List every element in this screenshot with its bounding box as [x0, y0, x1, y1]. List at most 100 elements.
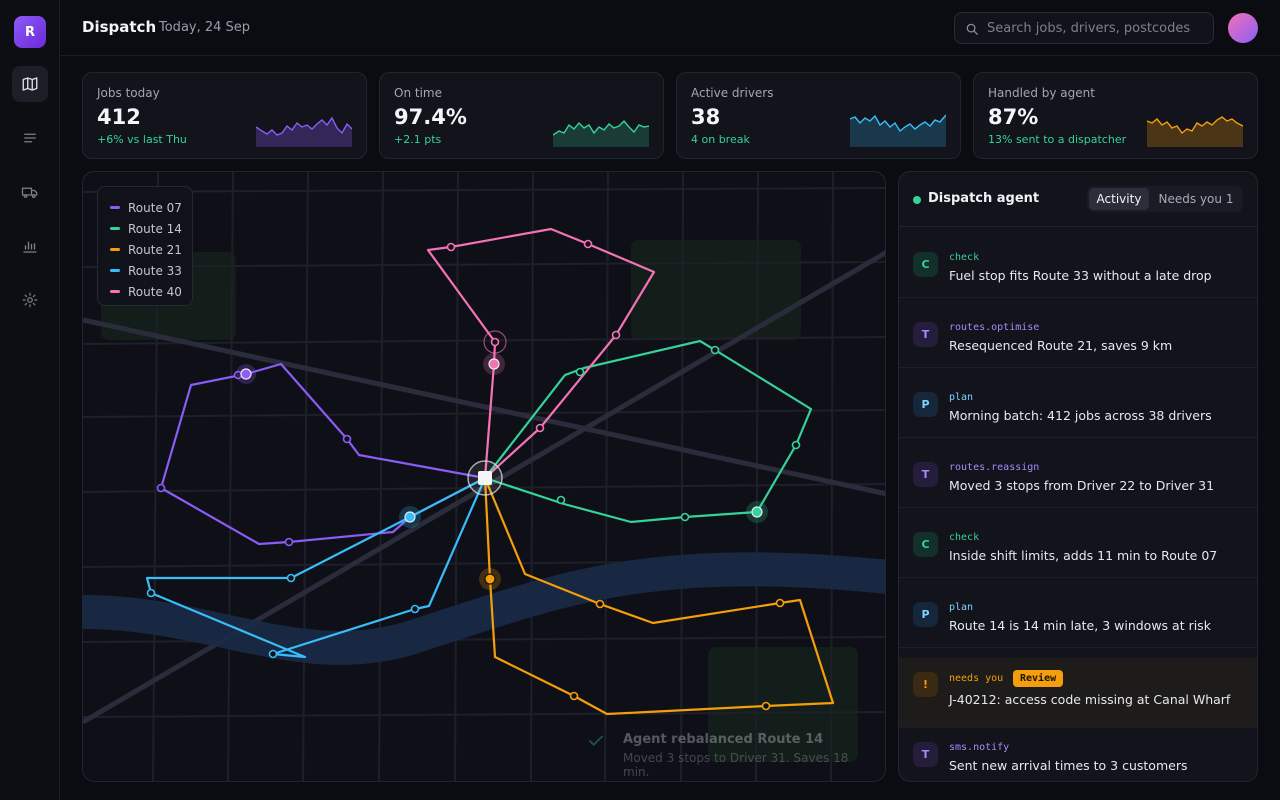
legend-label: Route 14	[128, 221, 182, 236]
list-icon	[24, 133, 36, 143]
user-avatar[interactable]	[1228, 13, 1258, 43]
kpi-delta: 13% sent to a dispatcher	[988, 133, 1127, 146]
feed-badge: T	[913, 322, 938, 347]
feed-badge: C	[913, 252, 938, 277]
agent-panel: Dispatch agent Activity Needs you 1 C ch…	[898, 171, 1258, 782]
sidebar-item-drivers[interactable]	[12, 174, 48, 210]
sidebar: R	[0, 0, 60, 800]
feed-item[interactable]: P plan Route 14 is 14 min late, 3 window…	[899, 578, 1257, 648]
feed-message: Resequenced Route 21, saves 9 km	[949, 338, 1173, 353]
gear-icon	[22, 292, 38, 308]
kpi-label: Jobs today	[97, 86, 160, 100]
kpi-value: 87%	[988, 105, 1039, 129]
kpi-on-time: On time 97.4% +2.1 pts	[379, 72, 664, 159]
route-40-path	[426, 227, 656, 479]
kpi-value: 38	[691, 105, 721, 129]
tab-needs-you[interactable]: Needs you 1	[1158, 192, 1234, 206]
review-badge[interactable]: Review	[1013, 670, 1064, 687]
legend-item: Route 33	[110, 260, 192, 281]
sparkline-chart	[553, 119, 649, 147]
legend-swatch	[110, 227, 120, 230]
feed-item[interactable]: P plan Morning batch: 412 jobs across 38…	[899, 368, 1257, 438]
kpi-label: Active drivers	[691, 86, 774, 100]
feed-item[interactable]: C check Inside shift limits, adds 11 min…	[899, 508, 1257, 578]
search-input[interactable]	[987, 13, 1207, 43]
check-icon	[589, 735, 603, 746]
legend-item: Route 21	[110, 239, 192, 260]
search-icon	[966, 23, 978, 35]
map-legend: Route 07 Route 14 Route 21 Route 33 Rout…	[97, 186, 193, 306]
bar-chart-icon	[23, 241, 37, 253]
feed-tool: plan	[949, 602, 974, 613]
feed-badge: C	[913, 532, 938, 557]
feed-tool: needs you	[949, 673, 1004, 684]
kpi-active-drivers: Active drivers 38 4 on break	[676, 72, 961, 159]
status-dot	[913, 196, 921, 204]
agent-panel-title: Dispatch agent	[928, 191, 1040, 206]
legend-label: Route 21	[128, 242, 182, 257]
sidebar-item-list[interactable]	[12, 120, 48, 156]
feed-item[interactable]: T routes.reassign Moved 3 stops from Dri…	[899, 438, 1257, 508]
sidebar-item-analytics[interactable]	[12, 228, 48, 264]
feed-tool: routes.reassign	[949, 462, 1040, 473]
route-33-path	[145, 477, 487, 659]
map-canvas[interactable]	[83, 172, 886, 782]
feed-badge: !	[913, 672, 938, 697]
legend-label: Route 40	[128, 284, 182, 299]
feed-message: Inside shift limits, adds 11 min to Rout…	[949, 548, 1218, 563]
feed-badge: T	[913, 462, 938, 487]
route-14-path	[484, 339, 813, 524]
feed-message: Morning batch: 412 jobs across 38 driver…	[949, 408, 1212, 423]
sidebar-item-settings[interactable]	[12, 282, 48, 318]
feed-item[interactable]: T routes.optimise Resequenced Route 21, …	[899, 298, 1257, 368]
feed-badge: P	[913, 602, 938, 627]
legend-swatch	[110, 269, 120, 272]
legend-swatch	[110, 290, 120, 293]
legend-item: Route 14	[110, 218, 192, 239]
depot-marker	[467, 460, 503, 496]
kpi-label: Handled by agent	[988, 86, 1095, 100]
kpi-handled-by-agent: Handled by agent 87% 13% sent to a dispa…	[973, 72, 1258, 159]
legend-label: Route 33	[128, 263, 182, 278]
feed-tool: plan	[949, 392, 974, 403]
route-map[interactable]: Route 07 Route 14 Route 21 Route 33 Rout…	[82, 171, 886, 782]
map-icon	[22, 77, 38, 91]
feed-badge: P	[913, 392, 938, 417]
kpi-label: On time	[394, 86, 442, 100]
kpi-delta: 4 on break	[691, 133, 750, 146]
agent-tabs: Activity Needs you 1	[1087, 186, 1243, 212]
sparkline-chart	[1147, 116, 1243, 147]
feed-tool: check	[949, 532, 980, 543]
agent-toast: Agent rebalanced Route 14 Moved 3 stops …	[573, 724, 873, 779]
feed-item-needs-review[interactable]: ! needs you Review J-40212: access code …	[899, 658, 1257, 728]
legend-label: Route 07	[128, 200, 182, 215]
kpi-value: 97.4%	[394, 105, 467, 129]
truck-icon	[21, 187, 38, 198]
tab-activity[interactable]: Activity	[1089, 188, 1149, 210]
feed-message: Route 14 is 14 min late, 3 windows at ri…	[949, 618, 1211, 633]
agent-panel-header: Dispatch agent Activity Needs you 1	[899, 172, 1257, 227]
toast-subtitle: Moved 3 stops to Driver 31. Saves 18 min…	[623, 751, 849, 779]
kpi-delta: +2.1 pts	[394, 133, 442, 146]
legend-swatch	[110, 206, 120, 209]
kpi-value: 412	[97, 105, 141, 129]
legend-swatch	[110, 248, 120, 251]
feed-tool: check	[949, 252, 980, 263]
search-box[interactable]	[954, 12, 1214, 44]
legend-item: Route 07	[110, 197, 192, 218]
top-bar: Dispatch Today, 24 Sep	[60, 0, 1280, 56]
feed-item[interactable]: C check Fuel stop fits Route 33 without …	[899, 228, 1257, 298]
sidebar-item-map[interactable]	[12, 66, 48, 102]
legend-item: Route 40	[110, 281, 192, 302]
feed-message: Fuel stop fits Route 33 without a late d…	[949, 268, 1212, 283]
app-logo[interactable]: R	[14, 16, 46, 48]
kpi-delta: +6% vs last Thu	[97, 133, 187, 146]
page-title: Dispatch	[82, 18, 157, 36]
feed-tool: sms.notify	[949, 742, 1010, 753]
feed-tool: routes.optimise	[949, 322, 1040, 333]
feed-message: Sent new arrival times to 3 customers	[949, 758, 1188, 773]
feed-badge: T	[913, 742, 938, 767]
feed-item[interactable]: T sms.notify Sent new arrival times to 3…	[899, 728, 1257, 781]
kpi-jobs-today: Jobs today 412 +6% vs last Thu	[82, 72, 367, 159]
sparkline-chart	[256, 116, 352, 147]
